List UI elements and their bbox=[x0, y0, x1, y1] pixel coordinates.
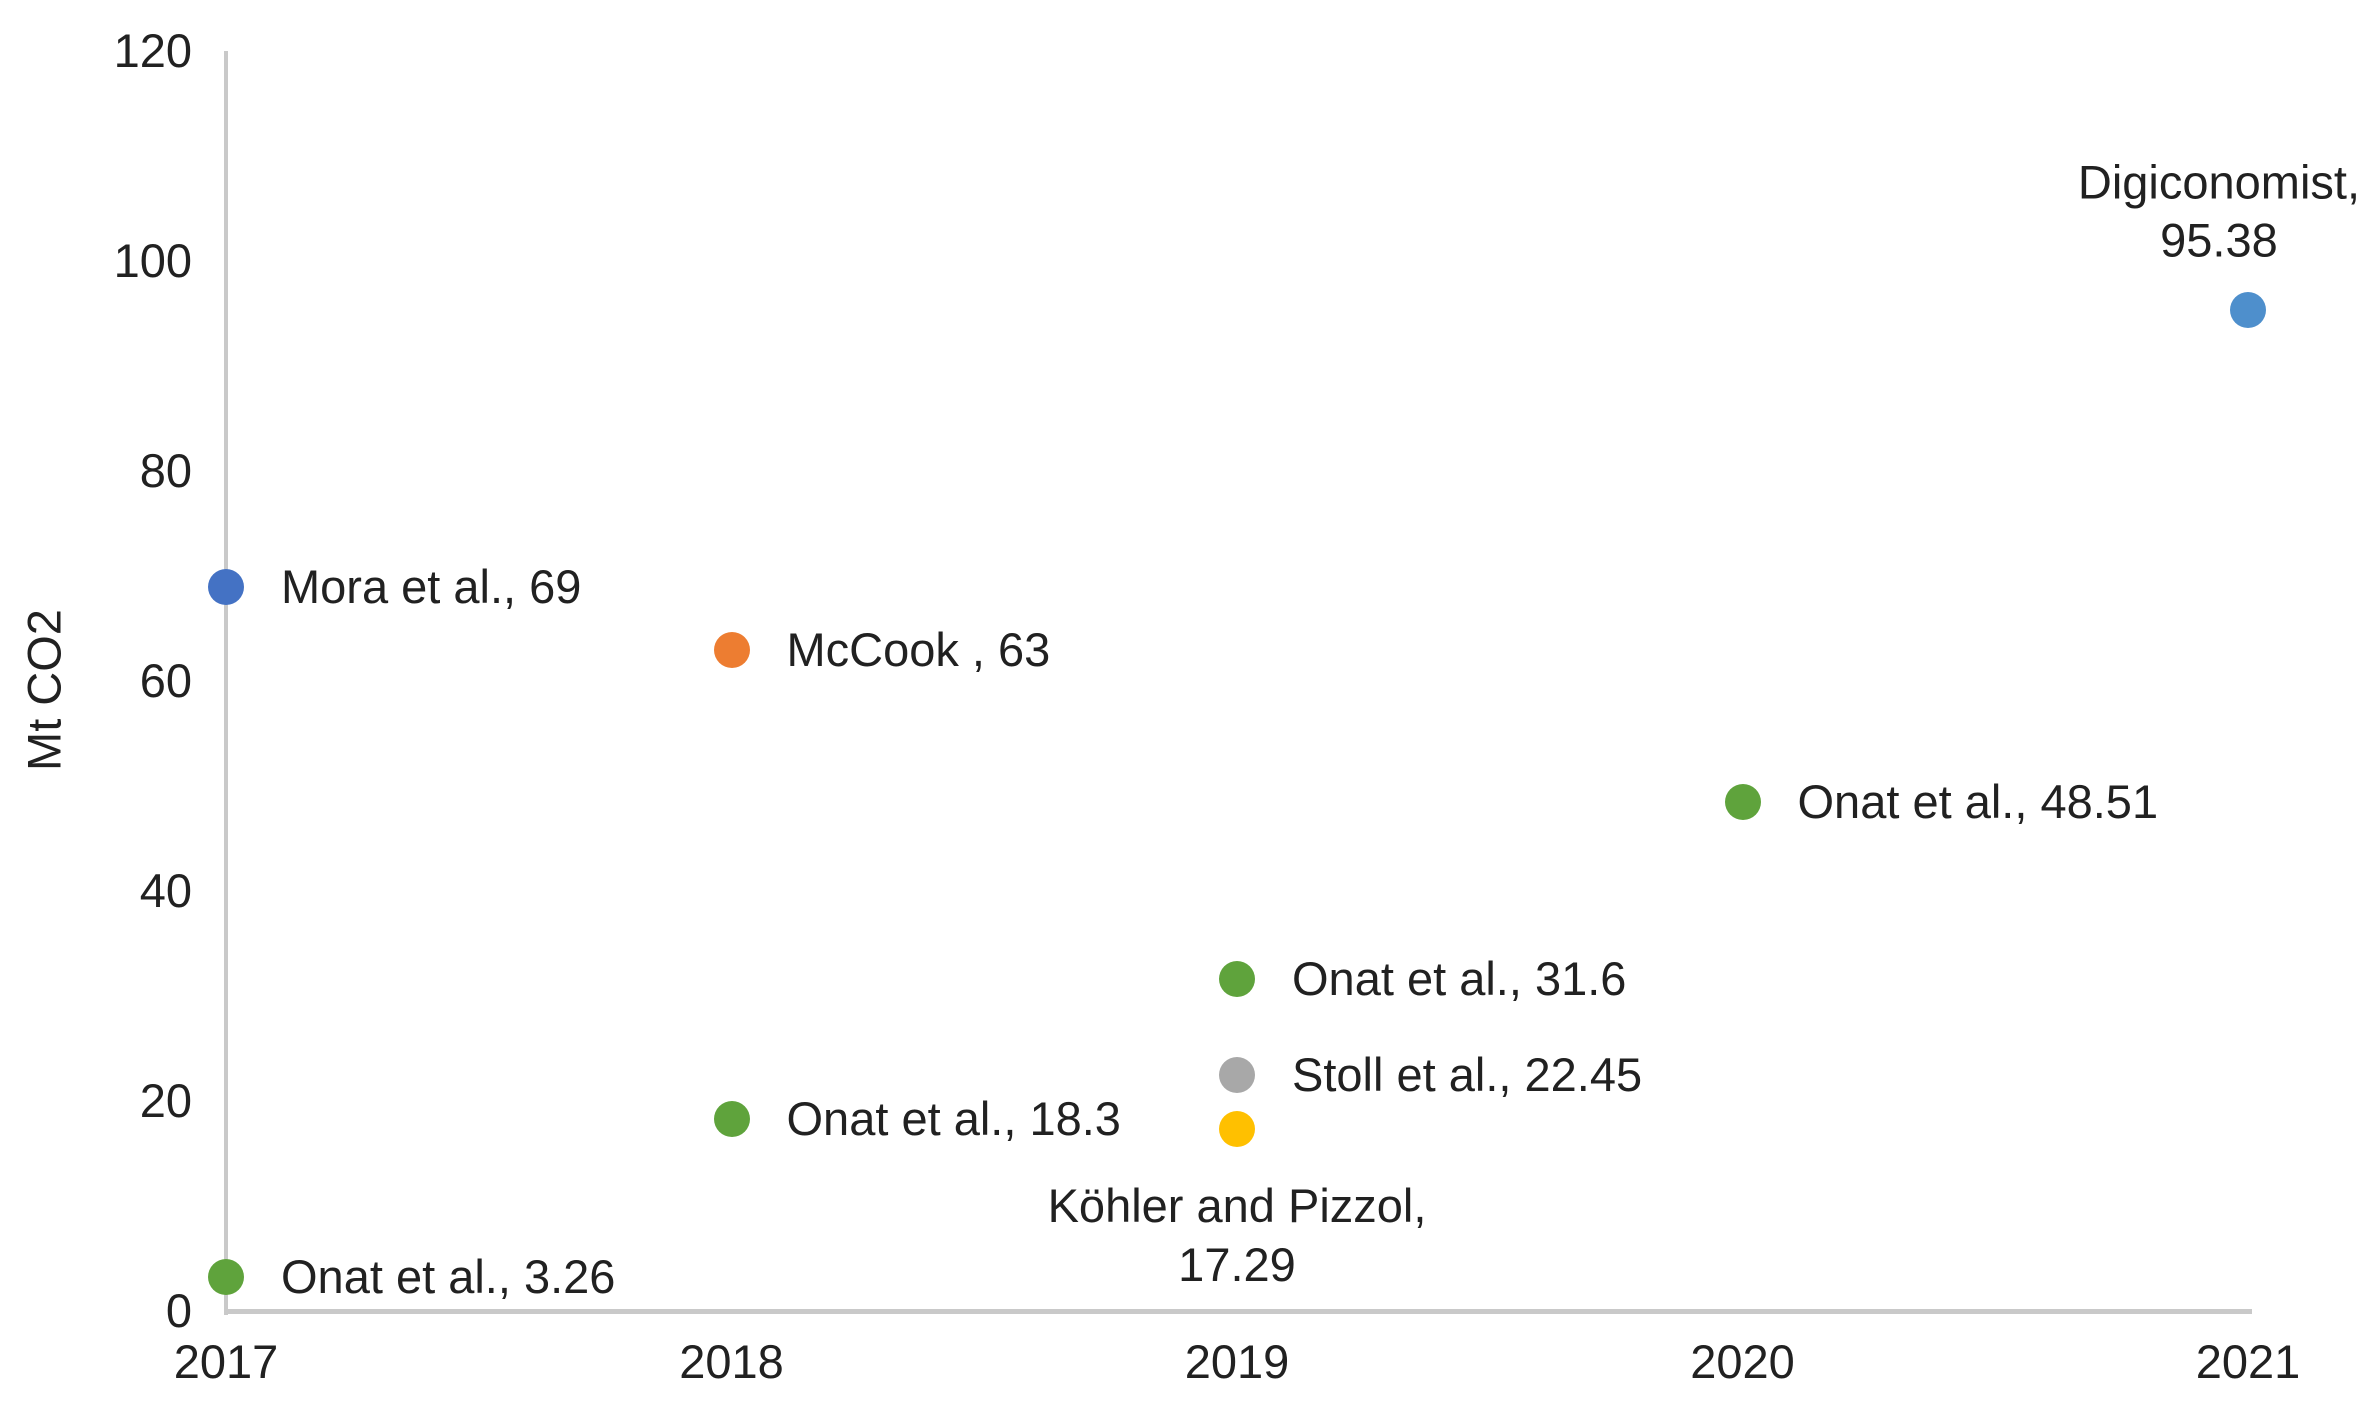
data-point-dot bbox=[208, 1258, 244, 1295]
data-point-dot bbox=[2230, 291, 2266, 328]
y-axis-line bbox=[224, 51, 228, 1315]
x-tick-label: 2021 bbox=[2195, 1335, 2301, 1388]
data-point-dot bbox=[208, 568, 244, 605]
data-point-dot bbox=[1219, 1111, 1255, 1148]
data-point-label: McCook , 63 bbox=[786, 622, 1051, 676]
y-tick-label: 20 bbox=[139, 1074, 192, 1128]
data-point-label: Digiconomist, 95.38 bbox=[2077, 154, 2360, 267]
y-tick-label: 60 bbox=[139, 654, 192, 708]
x-tick-label: 2018 bbox=[679, 1335, 784, 1388]
y-tick-label: 80 bbox=[139, 444, 192, 498]
y-tick-label: 100 bbox=[113, 234, 192, 288]
x-tick-label: 2019 bbox=[1184, 1335, 1290, 1388]
y-tick-label: 40 bbox=[139, 864, 192, 918]
data-point-dot bbox=[1219, 961, 1255, 998]
data-point-label: Onat et al., 3.26 bbox=[281, 1249, 616, 1303]
x-tick-label: 2020 bbox=[1690, 1335, 1795, 1388]
x-axis-line bbox=[224, 1309, 2252, 1314]
data-point-label: Onat et al., 18.3 bbox=[786, 1091, 1121, 1145]
data-point-label: Onat et al., 48.51 bbox=[1797, 774, 2159, 828]
data-point-dot bbox=[713, 631, 750, 668]
data-point-dot bbox=[1219, 1057, 1255, 1094]
data-point-label: Mora et al., 69 bbox=[281, 559, 582, 613]
x-tick-label: 2017 bbox=[173, 1335, 279, 1388]
y-tick-label: 120 bbox=[113, 24, 192, 78]
y-tick-label: 0 bbox=[165, 1284, 192, 1338]
data-point-dot bbox=[1724, 783, 1761, 820]
data-point-label: Stoll et al., 22.45 bbox=[1292, 1048, 1643, 1102]
data-point-label: Köhler and Pizzol, 17.29 bbox=[1047, 1179, 1427, 1291]
data-point-dot bbox=[713, 1100, 750, 1137]
data-point-label: Onat et al., 31.6 bbox=[1292, 952, 1627, 1006]
